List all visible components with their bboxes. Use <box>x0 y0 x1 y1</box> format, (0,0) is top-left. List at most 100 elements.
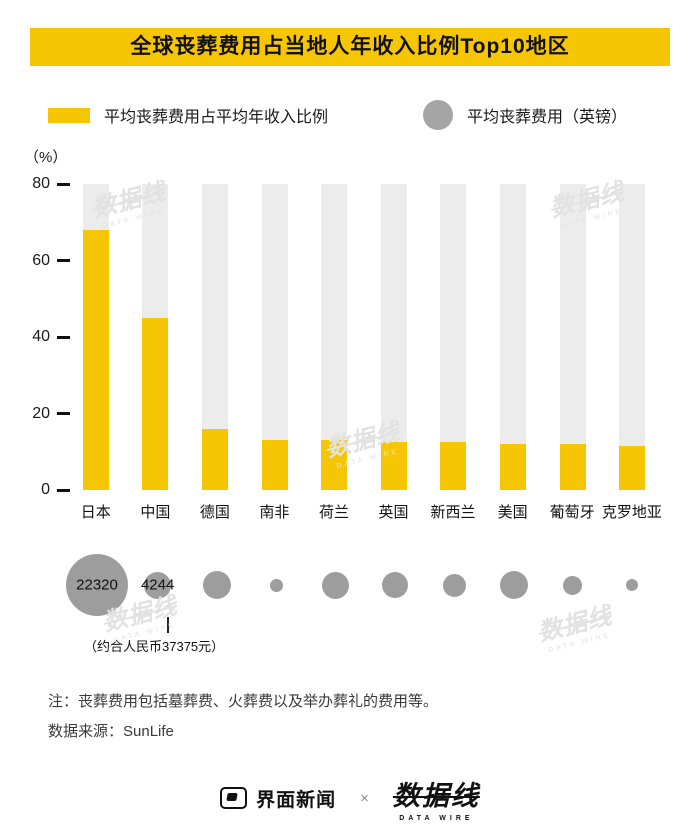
y-tick-label: 80 <box>32 175 50 192</box>
logo-separator: × <box>360 789 369 807</box>
bar <box>142 317 169 490</box>
y-axis: 80 60 40 20 0 <box>14 0 84 838</box>
bar-legend-swatch <box>48 107 90 123</box>
bar-track <box>559 184 586 490</box>
x-axis-label: 英国 <box>378 504 409 521</box>
footer-logos: 界面新闻 × 数据线 DATA WIRE <box>0 774 700 822</box>
bar-column <box>543 184 603 490</box>
x-axis-label: 南非 <box>259 504 290 521</box>
cost-bubble <box>202 571 231 599</box>
bar-legend-label: 平均丧葬费用占平均年收入比例 <box>104 109 329 126</box>
cost-bubble <box>381 572 408 598</box>
y-tick: 20 <box>14 404 70 424</box>
bar <box>82 229 109 490</box>
bar <box>619 446 646 490</box>
bubble-cell: 4244 <box>128 552 187 618</box>
bar <box>261 440 288 490</box>
bubble-cell <box>187 552 246 618</box>
bar-track <box>380 184 407 490</box>
y-tick-label: 20 <box>32 404 50 422</box>
cost-bubble <box>269 578 283 592</box>
bar-track <box>82 184 109 490</box>
bubble-legend-swatch <box>423 100 454 130</box>
cost-bubble <box>442 573 466 597</box>
y-tick: 40 <box>14 327 70 347</box>
y-tick-mark <box>57 335 70 339</box>
x-axis-label: 中国 <box>140 504 171 521</box>
bar-column <box>602 184 662 490</box>
bar-track <box>499 184 526 490</box>
datawire-logo: 数据线 DATA WIRE <box>393 774 480 822</box>
footnote: 注：丧葬费用包括墓葬费、火葬费以及举办葬礼的费用等。 <box>48 693 439 710</box>
jiemian-logo: 界面新闻 <box>220 785 336 812</box>
y-tick-mark <box>57 488 70 492</box>
bar <box>201 428 228 490</box>
jiemian-logo-text: 界面新闻 <box>256 789 337 811</box>
bar <box>499 444 526 490</box>
bubble-cell <box>365 552 424 618</box>
watermark-subtext: DATA WIRE <box>547 631 612 655</box>
bubble-value-label: 22320 <box>76 576 118 594</box>
legend: 平均丧葬费用占平均年收入比例 平均丧葬费用（英镑） <box>48 98 627 132</box>
annotation-rmb-conversion: （约合人民币37375元） <box>84 639 225 654</box>
bubble-value-label: 4244 <box>140 576 175 594</box>
y-tick: 0 <box>14 480 70 500</box>
bubble-legend-label: 平均丧葬费用（英镑） <box>467 109 628 126</box>
y-tick-label: 0 <box>41 481 50 498</box>
y-tick-label: 60 <box>32 251 50 269</box>
jiemian-news-icon <box>220 787 248 809</box>
cost-bubble <box>499 571 528 599</box>
bar-track <box>440 184 467 490</box>
cost-bubble <box>322 571 350 599</box>
bubble-cell <box>247 552 306 618</box>
x-axis-label: 日本 <box>80 504 111 521</box>
bar <box>559 444 586 490</box>
x-axis-label: 新西兰 <box>430 504 476 521</box>
bubble-cell <box>543 552 602 618</box>
bar-track <box>321 184 348 490</box>
x-axis-label: 德国 <box>199 504 230 521</box>
x-axis-label: 荷兰 <box>318 504 349 521</box>
bar <box>321 440 348 490</box>
bar-column <box>126 184 186 490</box>
page-title: 全球丧葬费用占当地人年收入比例Top10地区 <box>30 28 670 66</box>
y-tick-mark <box>57 259 70 262</box>
bar-track <box>619 184 646 490</box>
bubble-cell <box>425 552 484 618</box>
cost-bubble <box>563 575 583 595</box>
y-tick: 80 <box>14 174 70 194</box>
bar-column <box>304 184 364 490</box>
bubble-cell <box>603 552 662 618</box>
datawire-logo-subtext: DATA WIRE <box>399 815 474 822</box>
bar-track <box>261 184 288 490</box>
bar-column <box>364 184 424 490</box>
bar-track <box>201 184 228 490</box>
bar <box>440 442 467 490</box>
y-tick-label: 40 <box>32 328 50 345</box>
y-tick-mark <box>57 412 70 415</box>
x-axis-label: 葡萄牙 <box>549 504 595 521</box>
bar-column <box>483 184 543 490</box>
annotation-pointer-line <box>167 617 169 633</box>
x-axis-labels: 日本 中国 德国 南非 荷兰 英国 新西兰 美国 葡萄牙 克罗地亚 <box>66 501 662 522</box>
bar-column <box>245 184 305 490</box>
datawire-logo-text: 数据线 <box>392 781 480 811</box>
cost-bubble <box>144 571 172 599</box>
y-tick-mark <box>57 182 70 186</box>
cost-bubble <box>66 554 128 616</box>
x-axis-label: 克罗地亚 <box>601 504 662 521</box>
bubble-cell <box>484 552 543 618</box>
bubble-cell: 22320 <box>66 552 128 618</box>
y-tick: 60 <box>14 251 70 271</box>
data-source: 数据来源：SunLife <box>48 723 174 740</box>
plot-area <box>66 184 662 490</box>
bubble-row: 22320 4244 <box>66 552 662 618</box>
bar-column <box>66 184 126 490</box>
bar-track <box>142 184 169 490</box>
bar <box>380 442 407 490</box>
bubble-cell <box>306 552 365 618</box>
bar-column <box>185 184 245 490</box>
cost-bubble <box>626 579 639 591</box>
bar-column <box>424 184 484 490</box>
